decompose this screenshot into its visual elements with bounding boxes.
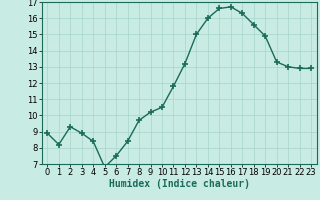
X-axis label: Humidex (Indice chaleur): Humidex (Indice chaleur) (109, 179, 250, 189)
